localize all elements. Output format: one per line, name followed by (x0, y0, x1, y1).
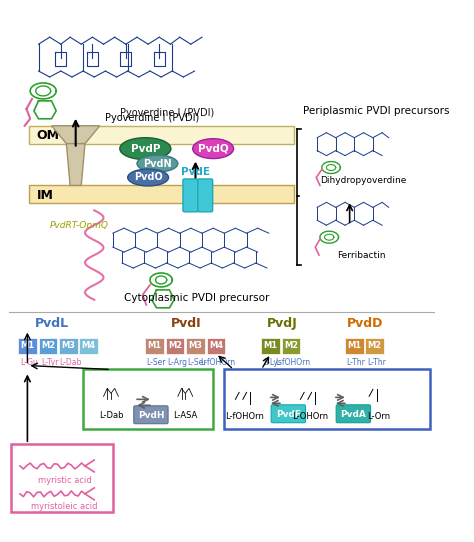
Text: L-Dab: L-Dab (59, 358, 82, 366)
Text: M1: M1 (347, 341, 361, 350)
Polygon shape (66, 144, 85, 185)
FancyBboxPatch shape (224, 370, 430, 429)
Text: L-Thr: L-Thr (367, 358, 386, 366)
Text: L-Ser: L-Ser (188, 358, 207, 366)
Text: L-Gu: L-Gu (20, 358, 38, 366)
Text: L-OHOrn: L-OHOrn (292, 412, 328, 421)
Polygon shape (52, 126, 100, 144)
Text: L-Arg: L-Arg (167, 358, 187, 366)
FancyBboxPatch shape (166, 338, 184, 353)
FancyBboxPatch shape (183, 179, 198, 212)
Text: myristoleic acid: myristoleic acid (31, 502, 98, 511)
Text: M2: M2 (168, 341, 182, 350)
FancyBboxPatch shape (262, 338, 280, 353)
Text: M2: M2 (41, 341, 55, 350)
Text: PvdH: PvdH (137, 411, 164, 420)
Text: PvdI: PvdI (171, 317, 201, 330)
Text: M4: M4 (209, 341, 223, 350)
Ellipse shape (120, 138, 171, 159)
Text: PvdN: PvdN (143, 159, 172, 169)
FancyBboxPatch shape (271, 405, 306, 423)
Text: M3: M3 (61, 341, 75, 350)
FancyBboxPatch shape (38, 338, 57, 353)
Text: L-fOHOrn: L-fOHOrn (275, 358, 310, 366)
Text: Pyoverdine I (PVDI): Pyoverdine I (PVDI) (105, 113, 200, 123)
Text: Periplasmic PVDI precursors: Periplasmic PVDI precursors (303, 106, 450, 116)
FancyBboxPatch shape (336, 405, 371, 423)
Text: M1: M1 (20, 341, 35, 350)
Text: IM: IM (36, 189, 54, 202)
Text: L-Ser: L-Ser (147, 358, 166, 366)
Text: PvdD: PvdD (347, 317, 383, 330)
Text: M1: M1 (264, 341, 278, 350)
Ellipse shape (128, 169, 169, 186)
Text: PvdL: PvdL (35, 317, 69, 330)
Text: L-Tyr: L-Tyr (41, 358, 58, 366)
FancyBboxPatch shape (365, 338, 384, 353)
Text: OM: OM (36, 129, 60, 142)
FancyBboxPatch shape (282, 338, 301, 353)
Text: L-Orn: L-Orn (367, 412, 390, 421)
Text: myristic acid: myristic acid (37, 476, 91, 485)
FancyBboxPatch shape (207, 338, 225, 353)
Text: PvdA: PvdA (340, 410, 366, 419)
Text: L-Lys: L-Lys (263, 358, 282, 366)
FancyBboxPatch shape (18, 338, 36, 353)
Text: PvdE: PvdE (181, 167, 210, 177)
Text: M1: M1 (147, 341, 162, 350)
Text: M2: M2 (368, 341, 382, 350)
Text: L-fOHOrn: L-fOHOrn (225, 412, 264, 421)
Text: M4: M4 (82, 341, 96, 350)
Text: M3: M3 (189, 341, 202, 350)
FancyBboxPatch shape (83, 370, 213, 429)
FancyBboxPatch shape (80, 338, 98, 353)
Text: PvdP: PvdP (130, 144, 160, 153)
FancyBboxPatch shape (186, 338, 205, 353)
FancyBboxPatch shape (11, 444, 113, 512)
FancyBboxPatch shape (198, 179, 213, 212)
FancyBboxPatch shape (134, 406, 168, 424)
Text: Cytoplasmic PVDI precursor: Cytoplasmic PVDI precursor (124, 293, 269, 303)
Text: PvdQ: PvdQ (198, 144, 228, 153)
Ellipse shape (193, 139, 234, 159)
Text: M2: M2 (284, 341, 298, 350)
Text: PvdF: PvdF (276, 410, 301, 419)
Text: Pyoverdine I (PVDI): Pyoverdine I (PVDI) (120, 108, 215, 118)
Text: Ferribactin: Ferribactin (337, 250, 386, 260)
FancyBboxPatch shape (345, 338, 364, 353)
FancyBboxPatch shape (29, 185, 294, 203)
Text: Dihydropyoverdine: Dihydropyoverdine (320, 176, 407, 185)
FancyBboxPatch shape (29, 126, 294, 144)
Text: PvdO: PvdO (134, 172, 163, 183)
Ellipse shape (137, 155, 178, 172)
Text: L-ASA: L-ASA (173, 411, 197, 420)
Text: L-Thr: L-Thr (346, 358, 365, 366)
Text: L-Dab: L-Dab (99, 411, 123, 420)
FancyBboxPatch shape (146, 338, 164, 353)
Text: PvdJ: PvdJ (266, 317, 297, 330)
Text: L-fOHOrn: L-fOHOrn (200, 358, 235, 366)
FancyBboxPatch shape (59, 338, 78, 353)
Text: PvdRT-OpmQ: PvdRT-OpmQ (50, 221, 109, 230)
